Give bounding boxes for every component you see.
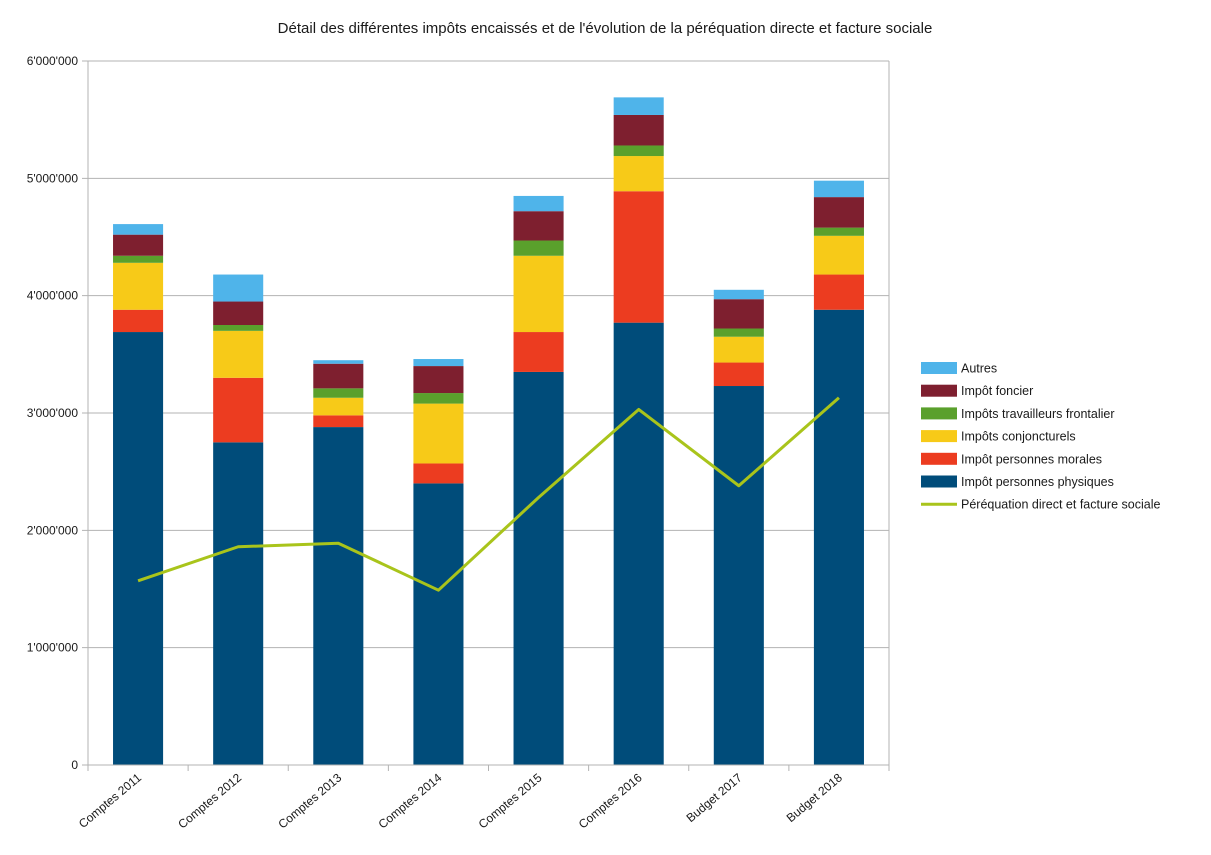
legend-label: Impôt personnes morales: [961, 452, 1102, 466]
bar-impot-personnes-physiques: [513, 371, 564, 765]
legend-label: Autres: [961, 362, 997, 376]
bar-impots-travailleurs-frontalier: [113, 255, 164, 263]
bar-impot-personnes-morales: [713, 362, 764, 387]
bar-impot-foncier: [713, 299, 764, 329]
bar-impots-travailleurs-frontalier: [713, 328, 764, 337]
bar-impot-foncier: [413, 366, 464, 394]
bar-impot-personnes-physiques: [113, 332, 164, 765]
bar-impots-conjoncturels: [613, 156, 664, 192]
bar-autres: [513, 195, 564, 212]
bar-impot-personnes-morales: [813, 274, 864, 310]
bar-impot-personnes-morales: [213, 377, 264, 443]
bar-impot-personnes-morales: [513, 332, 564, 372]
legend-label: Impôts conjoncturels: [961, 430, 1076, 444]
bar-impots-conjoncturels: [413, 403, 464, 464]
bar-impots-travailleurs-frontalier: [513, 240, 564, 256]
x-tick-label: Comptes 2014: [376, 770, 445, 831]
bar-impot-foncier: [513, 211, 564, 241]
x-tick-label: Comptes 2016: [576, 770, 645, 831]
bar-impot-personnes-physiques: [813, 309, 864, 765]
bar-impot-personnes-morales: [113, 309, 164, 333]
bar-impots-conjoncturels: [213, 330, 264, 378]
bar-impot-personnes-physiques: [313, 427, 364, 765]
bar-impots-conjoncturels: [813, 235, 864, 275]
y-tick-label: 1'000'000: [27, 641, 79, 655]
y-tick-label: 4'000'000: [27, 289, 79, 303]
y-tick-label: 0: [71, 758, 78, 772]
bar-impots-travailleurs-frontalier: [613, 145, 664, 157]
bar-autres: [713, 289, 764, 300]
bar-impot-personnes-physiques: [413, 483, 464, 765]
grid: [82, 60, 889, 766]
bar-impot-personnes-morales: [613, 191, 664, 323]
legend-label: Péréquation direct et facture sociale: [961, 498, 1160, 512]
bar-impot-foncier: [113, 234, 164, 256]
x-tick-label: Comptes 2013: [275, 770, 344, 831]
legend: Autres Impôt foncier Impôts travailleurs f…: [921, 362, 1160, 512]
bar-impots-travailleurs-frontalier: [213, 325, 264, 331]
chart-title: Détail des différentes impôts encaissés …: [278, 20, 933, 37]
bar-autres: [813, 180, 864, 198]
x-tick-label: Budget 2018: [784, 770, 845, 825]
legend-label: Impôt personnes physiques: [961, 475, 1114, 489]
x-tick-label: Comptes 2012: [175, 770, 244, 831]
bar-impot-foncier: [313, 363, 364, 389]
legend-swatch: [921, 452, 957, 465]
bar-impots-conjoncturels: [513, 255, 564, 333]
bar-impot-foncier: [213, 301, 264, 325]
bar-impot-personnes-physiques: [613, 322, 664, 765]
bar-autres: [313, 360, 364, 364]
legend-label: Impôt foncier: [961, 384, 1033, 398]
bar-impots-travailleurs-frontalier: [313, 388, 364, 398]
bar-impot-personnes-morales: [413, 463, 464, 484]
bar-impots-conjoncturels: [713, 336, 764, 363]
legend-swatch: [921, 475, 957, 488]
bar-impots-travailleurs-frontalier: [413, 393, 464, 404]
x-tick-label: Budget 2017: [684, 770, 745, 825]
x-tick-label: Comptes 2011: [76, 770, 144, 831]
legend-swatch: [921, 384, 957, 397]
bars: [113, 97, 864, 765]
bar-autres: [113, 224, 164, 235]
y-tick-label: 6'000'000: [27, 54, 79, 68]
line-series: [137, 396, 840, 592]
bar-autres: [613, 97, 664, 115]
bar-autres: [413, 359, 464, 367]
bar-impot-personnes-physiques: [213, 442, 264, 765]
bar-impot-personnes-physiques: [713, 386, 764, 765]
y-tick-label: 3'000'000: [27, 406, 79, 420]
y-tick-label: 5'000'000: [27, 171, 79, 185]
legend-swatch: [921, 430, 957, 443]
bar-impots-conjoncturels: [113, 262, 164, 310]
legend-label: Impôts travailleurs frontalier: [961, 407, 1115, 421]
bar-impots-conjoncturels: [313, 397, 364, 416]
bar-impot-foncier: [813, 197, 864, 228]
bar-autres: [213, 274, 264, 302]
bar-impots-travailleurs-frontalier: [813, 227, 864, 236]
x-tick-label: Comptes 2015: [476, 770, 545, 831]
bar-impot-foncier: [613, 114, 664, 146]
line-perequation-direct-et-facture-sociale: [137, 396, 840, 592]
y-tick-label: 2'000'000: [27, 523, 79, 537]
bar-impot-personnes-morales: [313, 415, 364, 428]
legend-swatch: [921, 362, 957, 374]
legend-swatch: [921, 407, 957, 420]
